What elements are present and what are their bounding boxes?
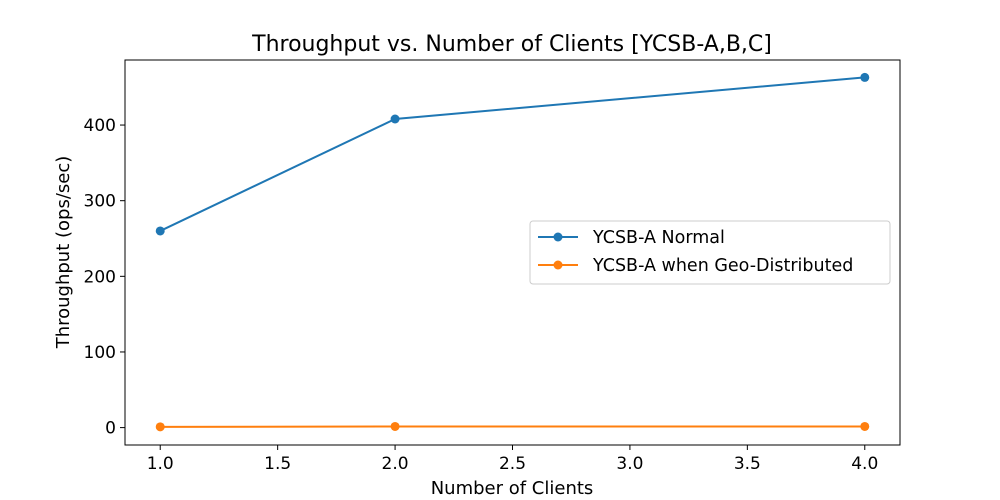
y-axis-label: Throughput (ops/sec) bbox=[53, 156, 74, 350]
y-tick-label: 300 bbox=[84, 192, 116, 212]
data-point-0-0 bbox=[156, 226, 165, 235]
y-tick-label: 200 bbox=[84, 267, 116, 287]
legend-marker-1 bbox=[554, 261, 563, 270]
y-tick-label: 100 bbox=[84, 343, 116, 363]
x-tick-label: 1.5 bbox=[264, 454, 291, 474]
x-tick-label: 3.5 bbox=[734, 454, 761, 474]
x-tick-label: 3.0 bbox=[616, 454, 643, 474]
data-point-0-1 bbox=[391, 114, 400, 123]
x-tick-label: 2.5 bbox=[499, 454, 526, 474]
chart-title: Throughput vs. Number of Clients [YCSB-A… bbox=[251, 32, 772, 57]
y-tick-label: 400 bbox=[84, 116, 116, 136]
legend-label-0: YCSB-A Normal bbox=[592, 228, 725, 248]
data-point-0-2 bbox=[860, 73, 869, 82]
data-point-1-0 bbox=[156, 422, 165, 431]
data-point-1-1 bbox=[391, 422, 400, 431]
x-tick-label: 1.0 bbox=[147, 454, 174, 474]
data-point-1-2 bbox=[860, 422, 869, 431]
x-tick-label: 4.0 bbox=[851, 454, 878, 474]
legend: YCSB-A Normal YCSB-A when Geo-Distributed bbox=[530, 221, 890, 284]
legend-label-1: YCSB-A when Geo-Distributed bbox=[592, 256, 853, 276]
x-tick-label: 2.0 bbox=[382, 454, 409, 474]
x-axis-label: Number of Clients bbox=[431, 478, 594, 499]
y-tick-label: 0 bbox=[105, 419, 116, 439]
legend-marker-0 bbox=[554, 233, 563, 242]
